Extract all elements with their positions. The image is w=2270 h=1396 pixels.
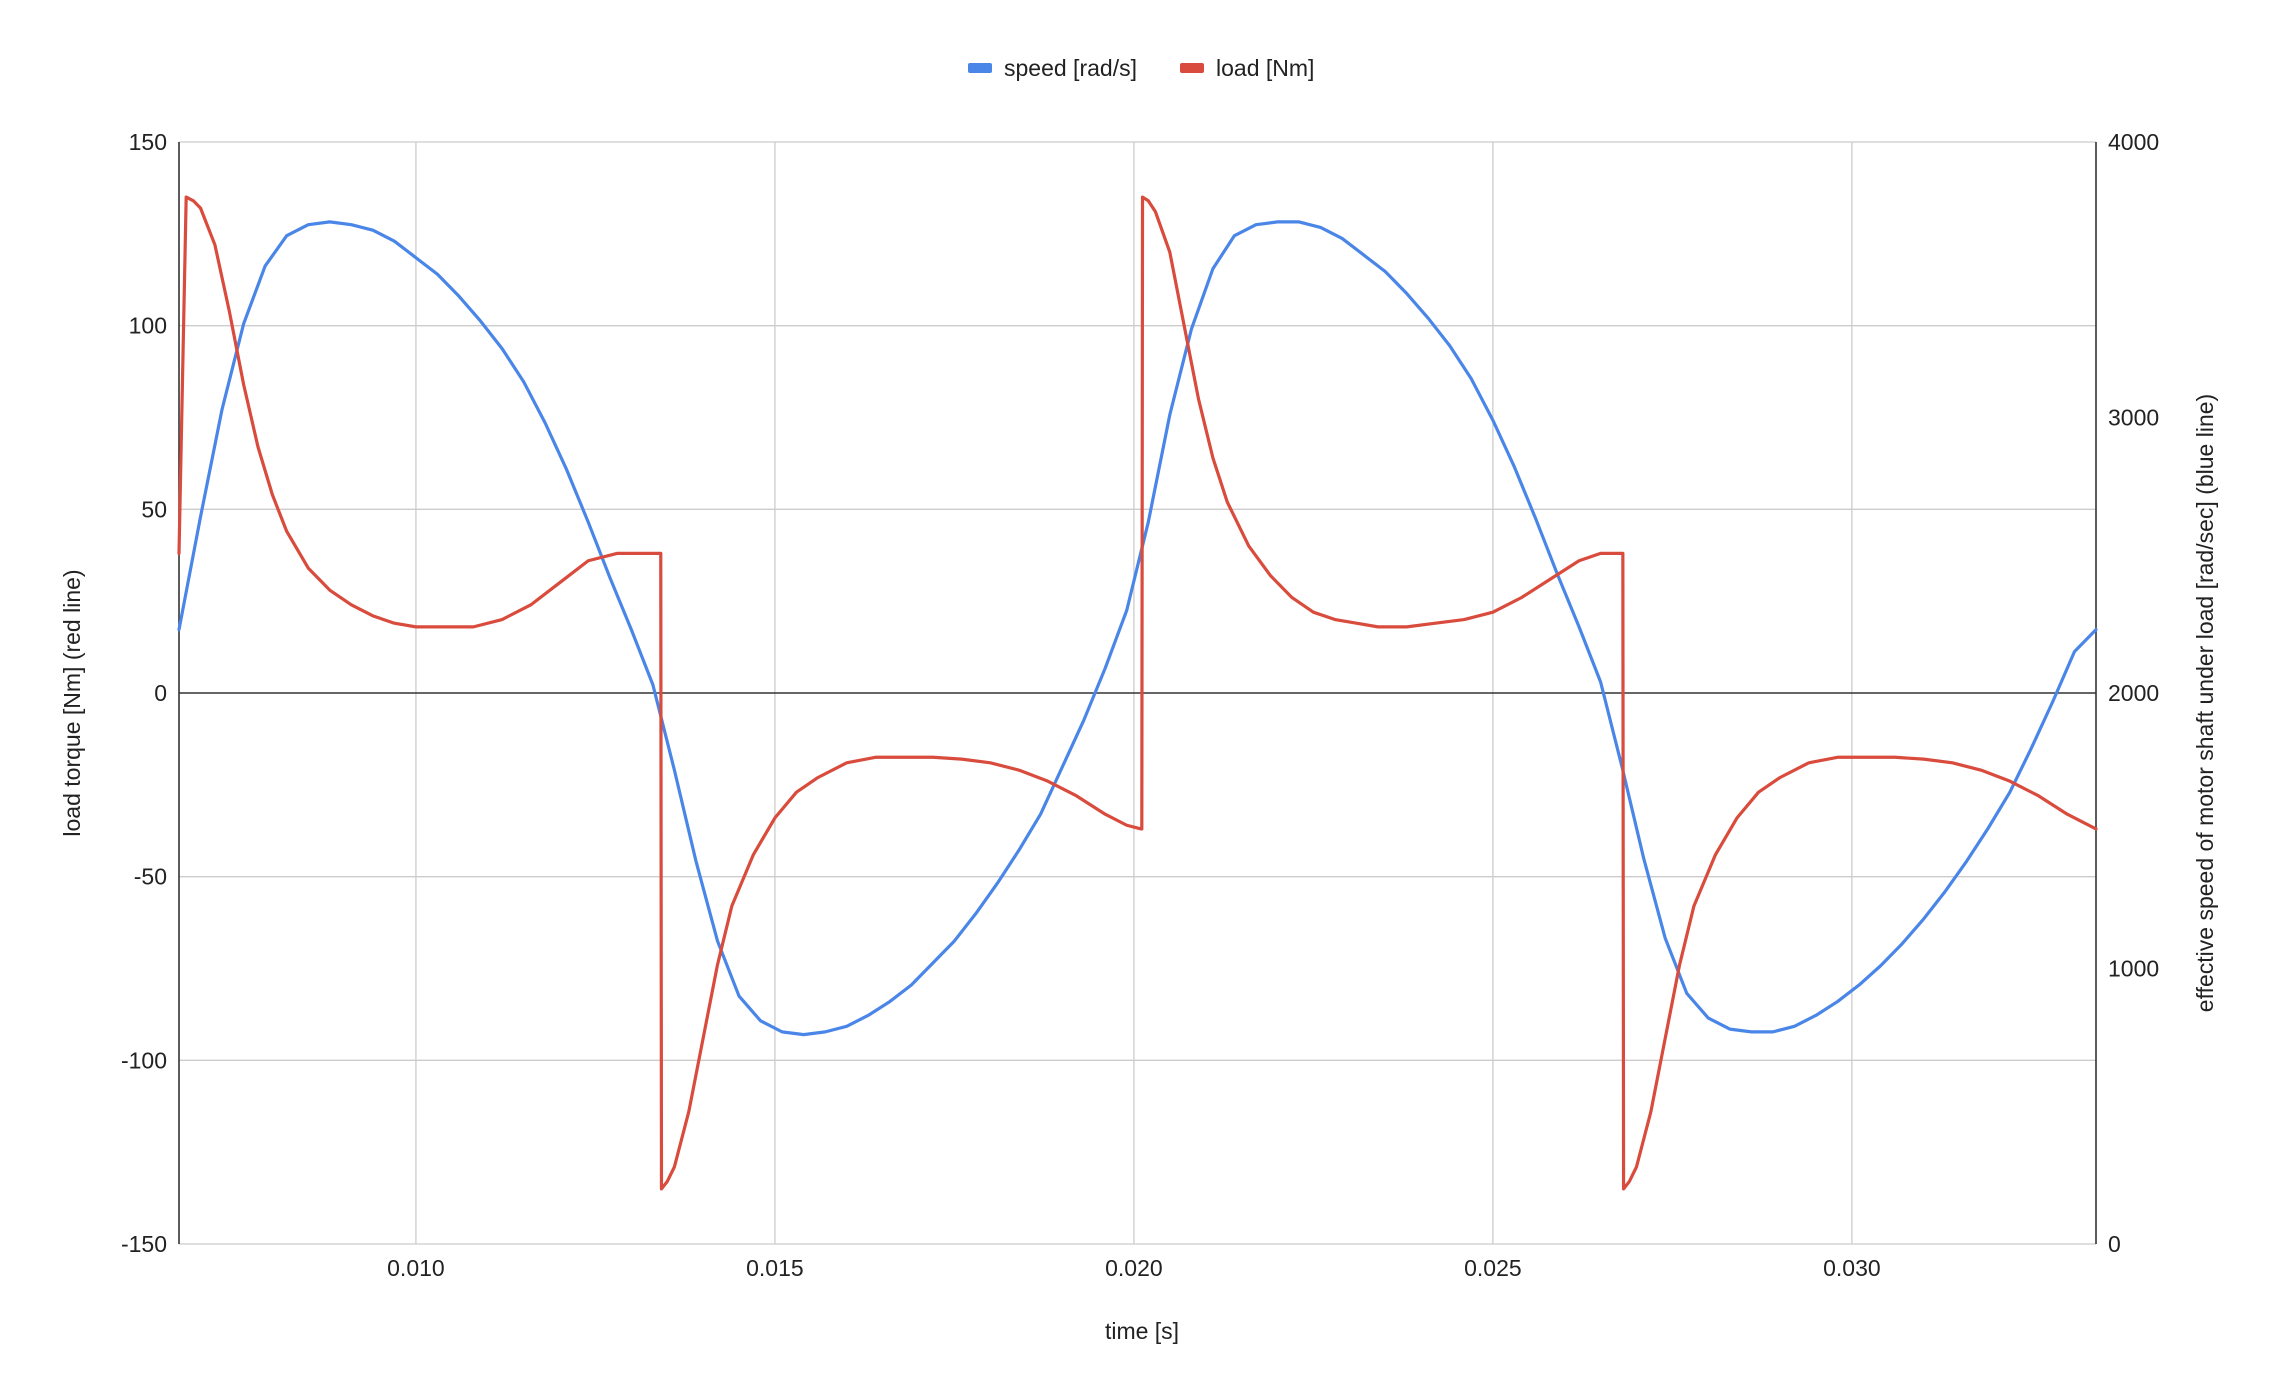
y-left-tick-label: 100 bbox=[129, 313, 167, 339]
axes bbox=[178, 142, 2097, 1244]
speed-series-line bbox=[177, 220, 2098, 1037]
y-right-tick-label: 2000 bbox=[2108, 680, 2159, 706]
legend-item-load[interactable]: load [Nm] bbox=[1180, 55, 1314, 81]
legend-swatch-load bbox=[1180, 63, 1204, 73]
y-left-tick-label: -150 bbox=[121, 1231, 167, 1257]
x-tick-label: 0.030 bbox=[1823, 1255, 1881, 1281]
legend: speed [rad/s] load [Nm] bbox=[968, 55, 1314, 81]
y-left-axis-title: load torque [Nm] (red line) bbox=[59, 569, 85, 836]
y-right-tick-label: 0 bbox=[2108, 1231, 2121, 1257]
y-right-tick-label: 3000 bbox=[2108, 405, 2159, 431]
y-left-tick-label: 0 bbox=[154, 680, 167, 706]
series-lines bbox=[177, 195, 2098, 1191]
legend-label-speed: speed [rad/s] bbox=[1004, 55, 1137, 81]
y-right-axis-title: effective speed of motor shaft under loa… bbox=[2192, 394, 2218, 1012]
x-tick-label: 0.015 bbox=[746, 1255, 804, 1281]
grid-lines bbox=[179, 141, 2096, 1245]
x-tick-label: 0.025 bbox=[1464, 1255, 1522, 1281]
legend-label-load: load [Nm] bbox=[1216, 55, 1314, 81]
y-left-tick-label: -100 bbox=[121, 1047, 167, 1073]
y-right-tick-label: 4000 bbox=[2108, 129, 2159, 155]
legend-swatch-speed bbox=[968, 63, 992, 73]
legend-item-speed[interactable]: speed [rad/s] bbox=[968, 55, 1137, 81]
y-left-tick-label: 50 bbox=[141, 496, 167, 522]
load-series-line bbox=[177, 195, 2098, 1191]
x-tick-label: 0.010 bbox=[387, 1255, 445, 1281]
y-left-tick-label: 150 bbox=[129, 129, 167, 155]
y-left-tick-label: -50 bbox=[134, 864, 167, 890]
y-right-tick-label: 1000 bbox=[2108, 956, 2159, 982]
x-tick-label: 0.020 bbox=[1105, 1255, 1163, 1281]
x-axis-title: time [s] bbox=[1105, 1318, 1179, 1344]
tick-labels: 150 100 50 0 -50 -100 -150 4000 3000 2000 1000 0 0.0… bbox=[121, 129, 2159, 1281]
